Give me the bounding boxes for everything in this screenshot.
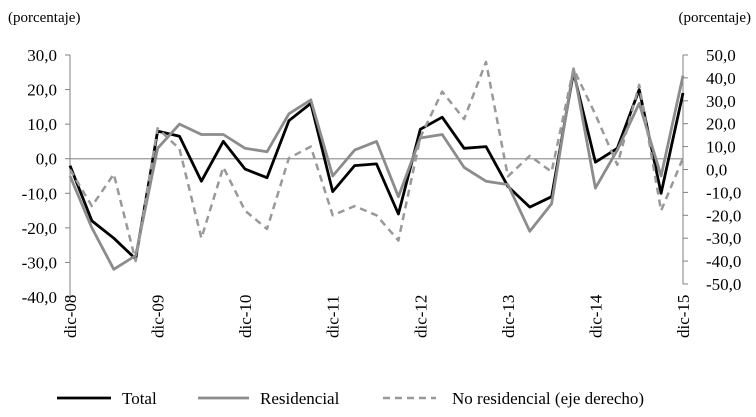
x-axis-tick-label: dic-12	[411, 295, 430, 338]
x-axis-tick-label: dic-14	[586, 294, 605, 338]
right-axis-tick-label: 20,0	[706, 115, 736, 134]
x-axis-tick-label: dic-13	[499, 295, 518, 338]
right-axis-tick-label: -40,0	[706, 252, 741, 271]
legend: Total Residencial No residencial (eje dere…	[57, 389, 644, 408]
right-axis-tick-label: -10,0	[706, 183, 741, 202]
left-axis-tick-label: 0,0	[36, 150, 57, 169]
x-axis-tick-label: dic-09	[149, 295, 168, 338]
series-line-2	[68, 67, 685, 271]
left-axis-tick-label: -30,0	[22, 253, 57, 272]
legend-label-1: Total	[122, 389, 157, 408]
right-axis-tick-label: 10,0	[706, 138, 736, 157]
right-axis-tick-label: 30,0	[706, 92, 736, 111]
series-group	[68, 60, 685, 271]
legend-label-3: No residencial (eje derecho)	[452, 389, 644, 408]
left-axis-tick-label: 10,0	[27, 115, 57, 134]
left-axis-tick-label: -40,0	[22, 288, 57, 307]
x-axis-tick-label: dic-15	[674, 295, 693, 338]
x-axis-tick-label: dic-11	[324, 295, 343, 338]
x-axis-tick-label: dic-10	[236, 295, 255, 338]
legend-label-2: Residencial	[260, 389, 340, 408]
right-axis-tick-label: 40,0	[706, 69, 736, 88]
left-axis-tick-label: -10,0	[22, 184, 57, 203]
right-axis-tick-label: -30,0	[706, 229, 741, 248]
right-axis-tick-label: 0,0	[706, 161, 727, 180]
right-axis-unit: (porcentaje)	[679, 10, 751, 26]
right-axis-tick-label: -20,0	[706, 206, 741, 225]
left-axis-tick-label: 30,0	[27, 46, 57, 65]
right-axis-tick-label: -50,0	[706, 275, 741, 294]
axes-group: 30,0 20,0 10,0 0,0 -10,0 -20,0 -30,0 -40,0 50,0 4…	[22, 46, 742, 338]
left-axis-tick-label: 20,0	[27, 81, 57, 100]
right-axis-tick-label: 50,0	[706, 46, 736, 65]
left-axis-tick-label: -20,0	[22, 219, 57, 238]
x-axis-tick-label: dic-08	[61, 295, 80, 338]
left-axis-unit: (porcentaje)	[8, 10, 80, 26]
